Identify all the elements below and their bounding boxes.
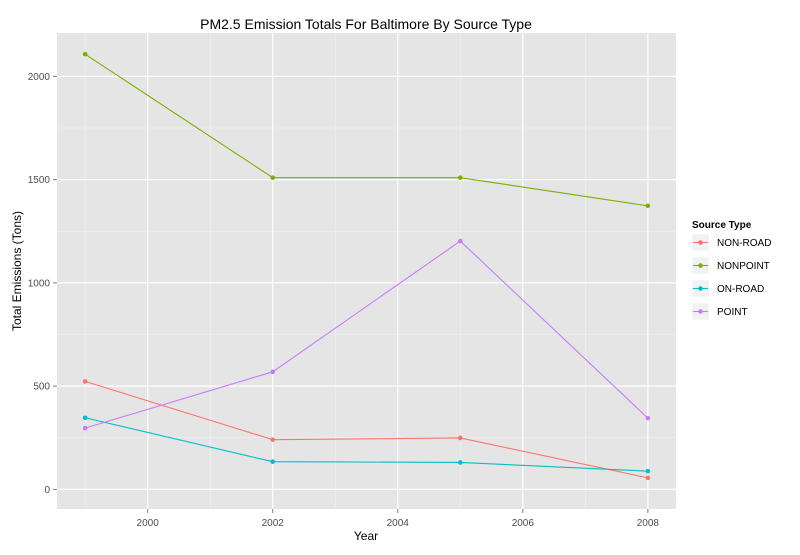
x-tick-label: 2008 xyxy=(637,518,660,529)
legend-label-nonpoint: NONPOINT xyxy=(717,261,770,272)
data-point-on-road xyxy=(457,460,463,465)
data-point-on-road xyxy=(645,468,651,474)
y-tick-label: 500 xyxy=(33,382,50,393)
data-point-point xyxy=(82,425,88,431)
data-point-nonpoint xyxy=(270,175,276,180)
legend-label-non-road: NON-ROAD xyxy=(717,238,771,249)
data-point-nonpoint xyxy=(82,51,88,57)
y-tick-label: 2000 xyxy=(28,72,51,83)
series-line-nonpoint xyxy=(84,53,648,207)
data-point-non-road xyxy=(270,437,276,442)
y-axis-title: Total Emissions (Tons) xyxy=(10,211,24,331)
grid-minor xyxy=(57,33,676,509)
x-tick-label: 2000 xyxy=(137,518,160,529)
data-point-non-road xyxy=(457,435,463,441)
legend-key-point-on-road xyxy=(698,286,703,291)
legend-key-point-nonpoint xyxy=(698,263,703,268)
legend-key-point-non-road xyxy=(698,240,703,245)
legend-key-point-point xyxy=(698,309,703,314)
data-point-non-road xyxy=(82,379,88,384)
data-point-on-road xyxy=(82,415,88,421)
x-axis: 2000 2002 2004 2006 2008 xyxy=(137,509,660,529)
y-tick-label: 1000 xyxy=(28,278,51,289)
x-tick-label: 2004 xyxy=(387,518,410,529)
data-point-on-road xyxy=(270,459,276,464)
legend-title: Source Type xyxy=(692,220,752,231)
legend-label-on-road: ON-ROAD xyxy=(717,284,764,295)
chart-title: PM2.5 Emission Totals For Baltimore By S… xyxy=(200,16,532,32)
plot-panel xyxy=(57,33,676,509)
y-tick-label: 1500 xyxy=(28,175,51,186)
series-layer xyxy=(82,51,651,481)
data-point-non-road xyxy=(645,475,651,481)
x-tick-label: 2006 xyxy=(512,518,535,529)
series-line-point xyxy=(84,240,649,429)
data-point-nonpoint xyxy=(645,203,651,209)
data-point-point xyxy=(270,369,276,375)
x-tick-label: 2002 xyxy=(262,518,285,529)
data-point-nonpoint xyxy=(457,175,463,180)
grid-major xyxy=(57,33,676,509)
data-point-point xyxy=(457,238,463,244)
legend-label-point: POINT xyxy=(717,307,748,318)
y-axis: 0 500 1000 1500 2000 xyxy=(28,72,57,496)
series-line-on-road xyxy=(85,417,648,472)
legend-items: NON-ROAD NONPOINT ON-ROAD POINT xyxy=(691,233,771,321)
y-tick-label: 0 xyxy=(44,485,50,496)
legend: Source Type NON-ROAD NONPOINT ON-ROAD POINT xyxy=(691,220,771,321)
data-point-point xyxy=(645,415,651,421)
x-axis-title: Year xyxy=(354,529,378,543)
series-line-non-road xyxy=(84,380,648,479)
